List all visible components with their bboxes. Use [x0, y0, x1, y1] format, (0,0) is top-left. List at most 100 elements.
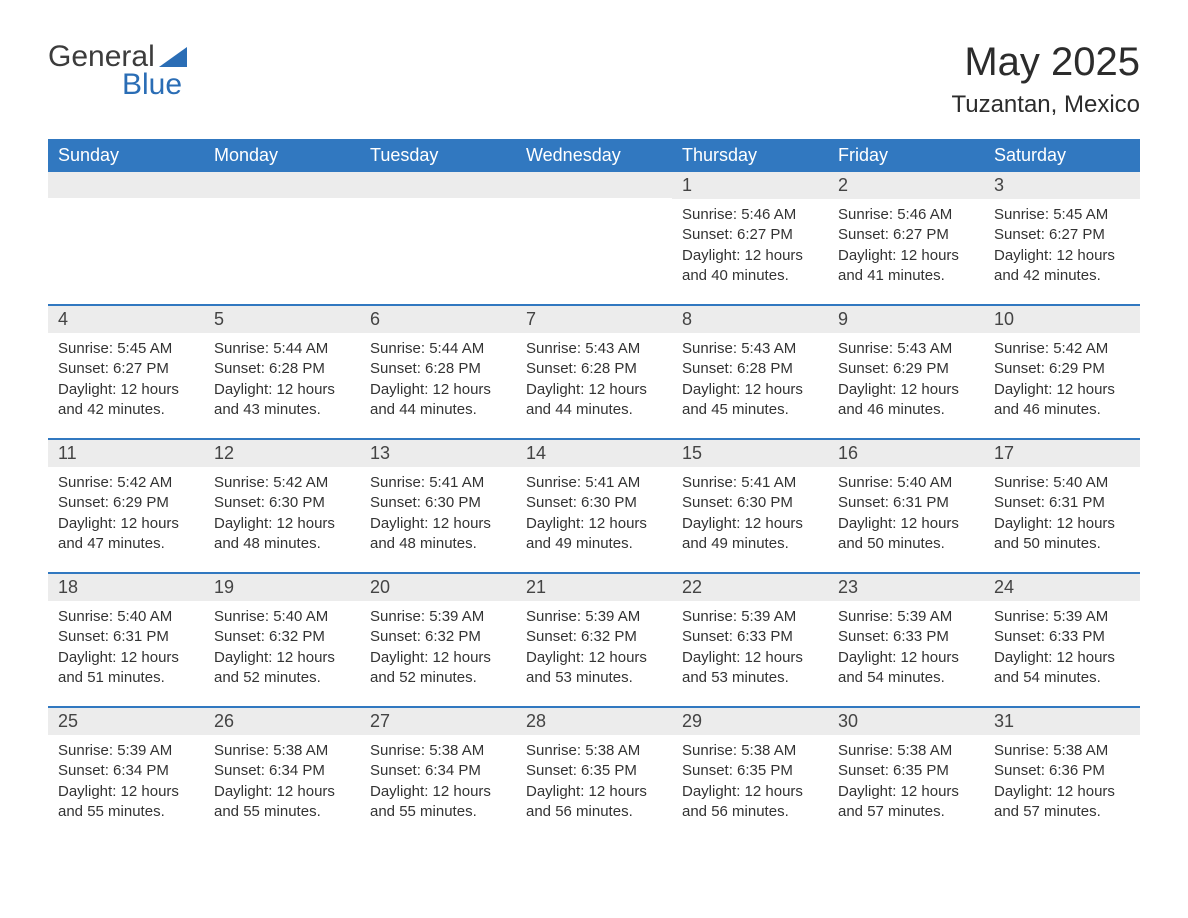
sunset-line: Sunset: 6:30 PM: [526, 493, 662, 513]
day-number: 4: [48, 306, 204, 333]
day-number: 3: [984, 172, 1140, 199]
day-number: 21: [516, 574, 672, 601]
sunrise-line: Sunrise: 5:43 AM: [682, 339, 818, 359]
sunset-line: Sunset: 6:29 PM: [58, 493, 194, 513]
calendar-header-cell: Sunday: [48, 139, 204, 172]
calendar-cell: 23Sunrise: 5:39 AMSunset: 6:33 PMDayligh…: [828, 574, 984, 706]
sunrise-line: Sunrise: 5:38 AM: [994, 741, 1130, 761]
sunrise-line: Sunrise: 5:38 AM: [214, 741, 350, 761]
sunset-line: Sunset: 6:34 PM: [214, 761, 350, 781]
daylight-line: Daylight: 12 hours and 47 minutes.: [58, 514, 194, 555]
day-number: 9: [828, 306, 984, 333]
daylight-line: Daylight: 12 hours and 44 minutes.: [526, 380, 662, 421]
sunset-line: Sunset: 6:34 PM: [370, 761, 506, 781]
calendar-cell: 2Sunrise: 5:46 AMSunset: 6:27 PMDaylight…: [828, 172, 984, 304]
daylight-line: Daylight: 12 hours and 50 minutes.: [838, 514, 974, 555]
day-number: [516, 172, 672, 198]
daylight-line: Daylight: 12 hours and 46 minutes.: [838, 380, 974, 421]
calendar-header-cell: Thursday: [672, 139, 828, 172]
sunset-line: Sunset: 6:28 PM: [526, 359, 662, 379]
calendar-cell: [204, 172, 360, 304]
daylight-line: Daylight: 12 hours and 55 minutes.: [214, 782, 350, 823]
brand-triangle-icon: [159, 47, 187, 67]
calendar-header-cell: Wednesday: [516, 139, 672, 172]
day-body: Sunrise: 5:38 AMSunset: 6:35 PMDaylight:…: [828, 735, 984, 840]
daylight-line: Daylight: 12 hours and 57 minutes.: [838, 782, 974, 823]
calendar-cell: 13Sunrise: 5:41 AMSunset: 6:30 PMDayligh…: [360, 440, 516, 572]
daylight-line: Daylight: 12 hours and 54 minutes.: [994, 648, 1130, 689]
day-body: Sunrise: 5:39 AMSunset: 6:34 PMDaylight:…: [48, 735, 204, 840]
sunset-line: Sunset: 6:31 PM: [58, 627, 194, 647]
day-body: Sunrise: 5:39 AMSunset: 6:32 PMDaylight:…: [360, 601, 516, 706]
sunrise-line: Sunrise: 5:40 AM: [994, 473, 1130, 493]
day-body: [204, 198, 360, 298]
daylight-line: Daylight: 12 hours and 43 minutes.: [214, 380, 350, 421]
calendar-cell: [516, 172, 672, 304]
day-body: Sunrise: 5:45 AMSunset: 6:27 PMDaylight:…: [984, 199, 1140, 304]
sunrise-line: Sunrise: 5:45 AM: [58, 339, 194, 359]
day-number: 28: [516, 708, 672, 735]
daylight-line: Daylight: 12 hours and 48 minutes.: [214, 514, 350, 555]
day-body: Sunrise: 5:43 AMSunset: 6:28 PMDaylight:…: [672, 333, 828, 438]
sunset-line: Sunset: 6:33 PM: [682, 627, 818, 647]
sunset-line: Sunset: 6:36 PM: [994, 761, 1130, 781]
sunrise-line: Sunrise: 5:40 AM: [214, 607, 350, 627]
daylight-line: Daylight: 12 hours and 48 minutes.: [370, 514, 506, 555]
day-body: Sunrise: 5:41 AMSunset: 6:30 PMDaylight:…: [516, 467, 672, 572]
day-body: Sunrise: 5:38 AMSunset: 6:36 PMDaylight:…: [984, 735, 1140, 840]
daylight-line: Daylight: 12 hours and 56 minutes.: [682, 782, 818, 823]
day-body: Sunrise: 5:46 AMSunset: 6:27 PMDaylight:…: [672, 199, 828, 304]
sunset-line: Sunset: 6:30 PM: [214, 493, 350, 513]
day-body: [360, 198, 516, 298]
sunset-line: Sunset: 6:28 PM: [682, 359, 818, 379]
day-body: Sunrise: 5:42 AMSunset: 6:29 PMDaylight:…: [984, 333, 1140, 438]
daylight-line: Daylight: 12 hours and 41 minutes.: [838, 246, 974, 287]
sunrise-line: Sunrise: 5:38 AM: [370, 741, 506, 761]
day-number: 8: [672, 306, 828, 333]
sunrise-line: Sunrise: 5:39 AM: [526, 607, 662, 627]
location-subtitle: Tuzantan, Mexico: [951, 91, 1140, 119]
calendar-cell: 10Sunrise: 5:42 AMSunset: 6:29 PMDayligh…: [984, 306, 1140, 438]
calendar-cell: 6Sunrise: 5:44 AMSunset: 6:28 PMDaylight…: [360, 306, 516, 438]
day-number: 17: [984, 440, 1140, 467]
day-body: Sunrise: 5:40 AMSunset: 6:31 PMDaylight:…: [48, 601, 204, 706]
day-number: 7: [516, 306, 672, 333]
day-number: 22: [672, 574, 828, 601]
calendar-cell: 17Sunrise: 5:40 AMSunset: 6:31 PMDayligh…: [984, 440, 1140, 572]
day-number: 18: [48, 574, 204, 601]
calendar-cell: 31Sunrise: 5:38 AMSunset: 6:36 PMDayligh…: [984, 708, 1140, 840]
day-body: Sunrise: 5:44 AMSunset: 6:28 PMDaylight:…: [360, 333, 516, 438]
daylight-line: Daylight: 12 hours and 50 minutes.: [994, 514, 1130, 555]
sunrise-line: Sunrise: 5:46 AM: [838, 205, 974, 225]
day-body: Sunrise: 5:42 AMSunset: 6:30 PMDaylight:…: [204, 467, 360, 572]
sunrise-line: Sunrise: 5:39 AM: [370, 607, 506, 627]
day-body: [48, 198, 204, 298]
daylight-line: Daylight: 12 hours and 46 minutes.: [994, 380, 1130, 421]
day-body: Sunrise: 5:39 AMSunset: 6:33 PMDaylight:…: [672, 601, 828, 706]
calendar-week: 11Sunrise: 5:42 AMSunset: 6:29 PMDayligh…: [48, 438, 1140, 572]
day-body: Sunrise: 5:39 AMSunset: 6:32 PMDaylight:…: [516, 601, 672, 706]
calendar-cell: 3Sunrise: 5:45 AMSunset: 6:27 PMDaylight…: [984, 172, 1140, 304]
daylight-line: Daylight: 12 hours and 49 minutes.: [526, 514, 662, 555]
day-number: 26: [204, 708, 360, 735]
day-body: Sunrise: 5:43 AMSunset: 6:29 PMDaylight:…: [828, 333, 984, 438]
calendar-cell: 1Sunrise: 5:46 AMSunset: 6:27 PMDaylight…: [672, 172, 828, 304]
day-number: [204, 172, 360, 198]
sunset-line: Sunset: 6:27 PM: [994, 225, 1130, 245]
sunrise-line: Sunrise: 5:43 AM: [838, 339, 974, 359]
day-number: 27: [360, 708, 516, 735]
calendar-week: 25Sunrise: 5:39 AMSunset: 6:34 PMDayligh…: [48, 706, 1140, 840]
title-block: May 2025 Tuzantan, Mexico: [951, 40, 1140, 119]
day-number: 1: [672, 172, 828, 199]
day-number: 25: [48, 708, 204, 735]
sunset-line: Sunset: 6:29 PM: [994, 359, 1130, 379]
day-number: 24: [984, 574, 1140, 601]
day-number: 6: [360, 306, 516, 333]
sunrise-line: Sunrise: 5:41 AM: [526, 473, 662, 493]
day-number: 13: [360, 440, 516, 467]
day-body: Sunrise: 5:44 AMSunset: 6:28 PMDaylight:…: [204, 333, 360, 438]
day-body: Sunrise: 5:38 AMSunset: 6:35 PMDaylight:…: [672, 735, 828, 840]
daylight-line: Daylight: 12 hours and 55 minutes.: [58, 782, 194, 823]
daylight-line: Daylight: 12 hours and 55 minutes.: [370, 782, 506, 823]
calendar-cell: 21Sunrise: 5:39 AMSunset: 6:32 PMDayligh…: [516, 574, 672, 706]
